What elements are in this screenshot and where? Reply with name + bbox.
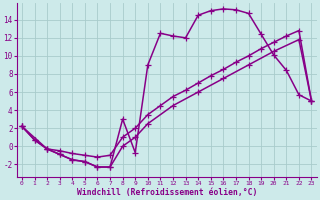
X-axis label: Windchill (Refroidissement éolien,°C): Windchill (Refroidissement éolien,°C) [76, 188, 257, 197]
